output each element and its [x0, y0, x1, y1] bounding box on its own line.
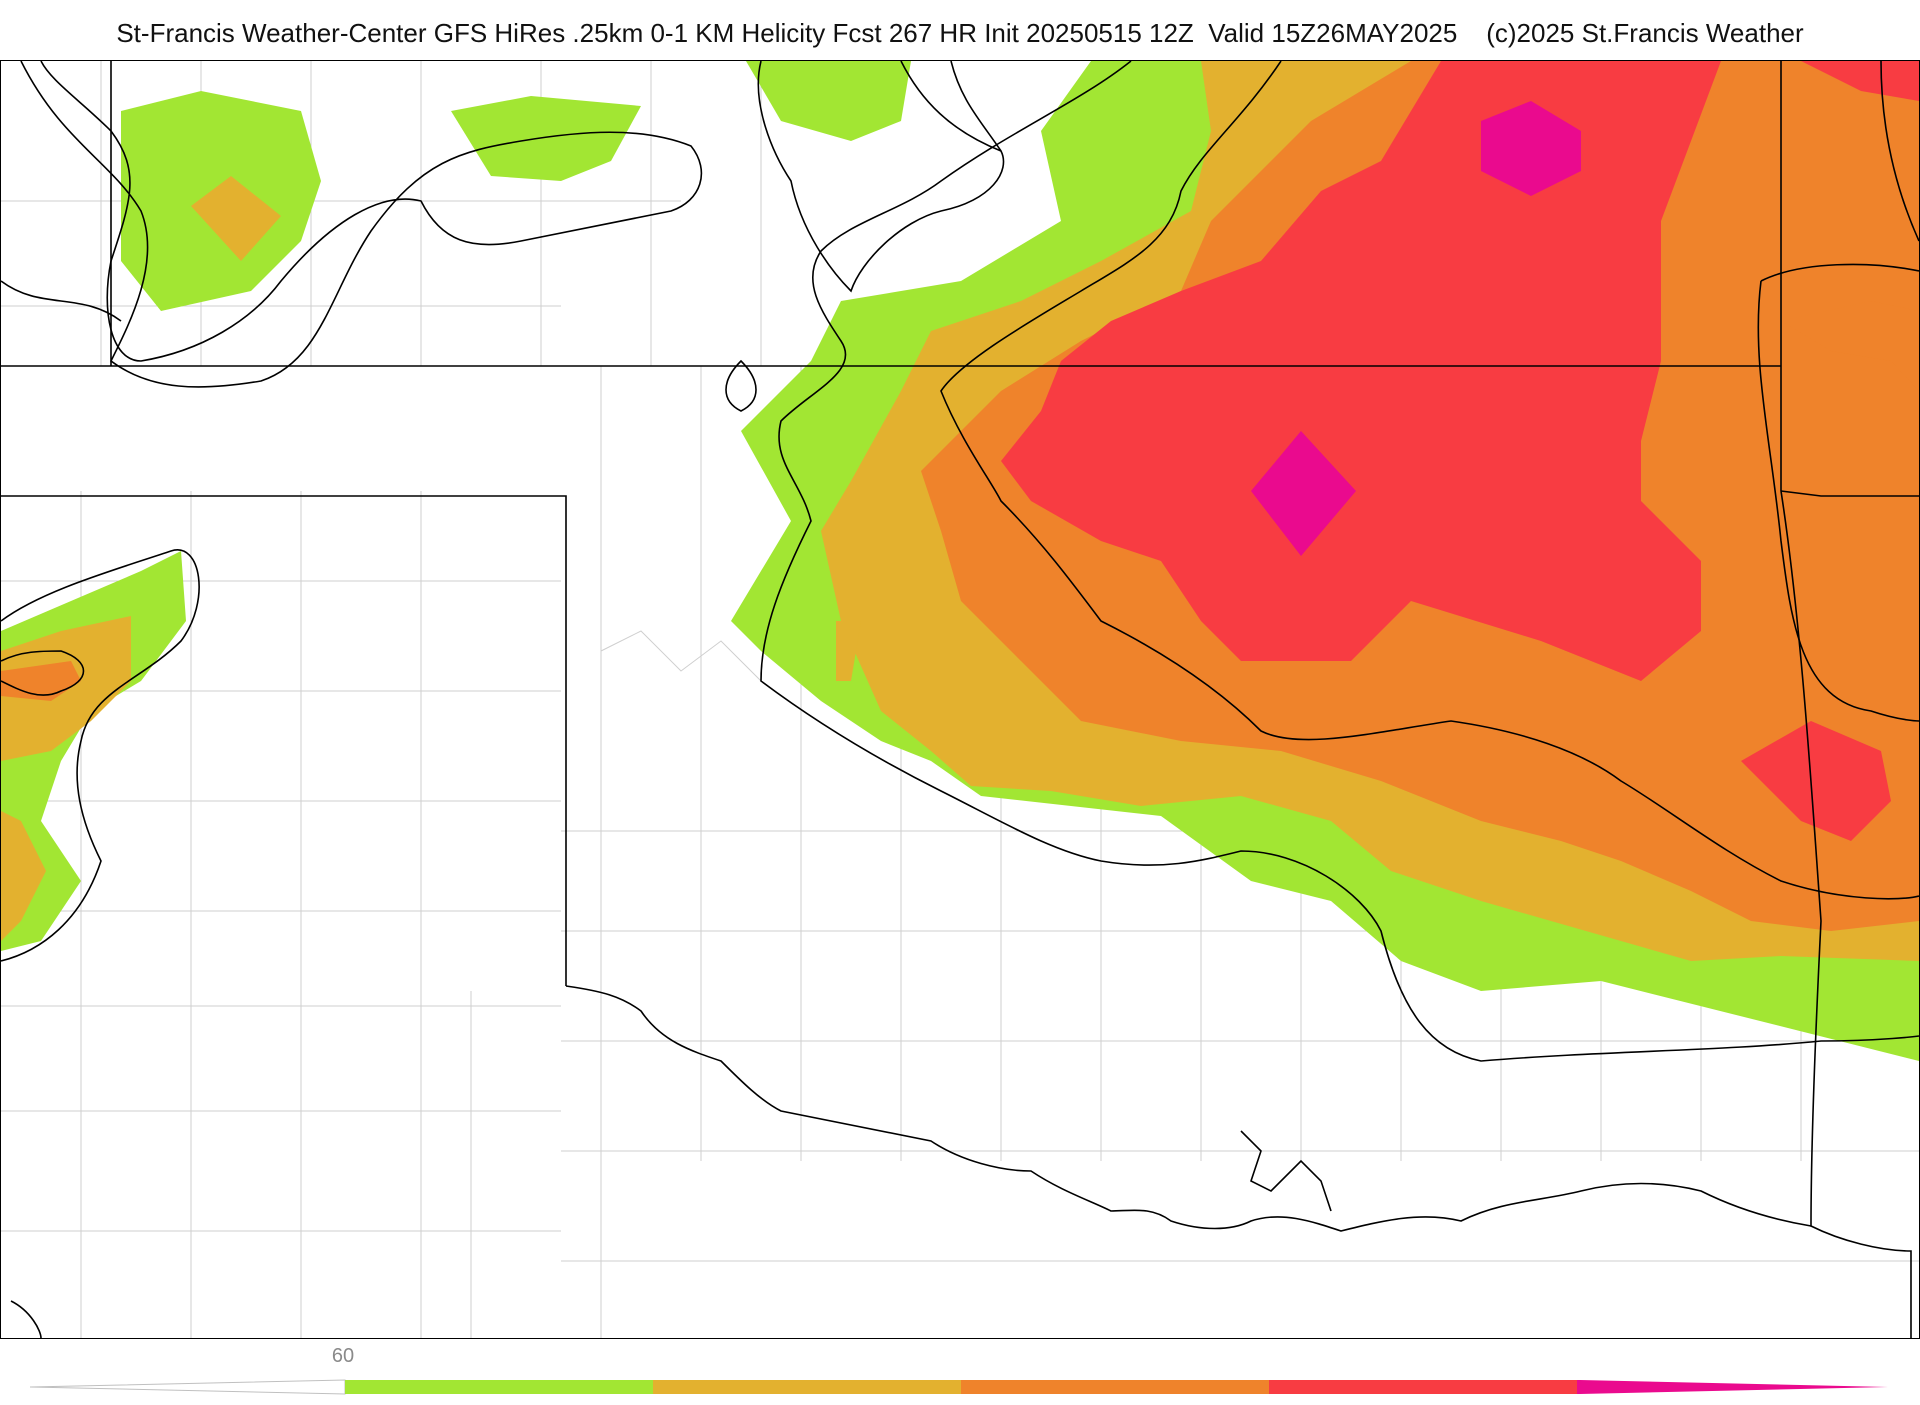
legend-band-magenta [1577, 1380, 1888, 1394]
color-legend: 60 [0, 1337, 1920, 1400]
state-boundaries [1, 61, 1919, 1338]
map-title: St-Francis Weather-Center GFS HiRes .25k… [116, 18, 1804, 48]
helicity-magenta [1251, 101, 1581, 556]
legend-lower-triangle [29, 1379, 346, 1395]
legend-band-green [345, 1380, 653, 1394]
legend-tick-label: 60 [331, 1345, 355, 1367]
map-canvas[interactable] [1, 61, 1919, 1338]
helicity-red [1001, 61, 1919, 841]
legend-band-gold [653, 1380, 961, 1394]
map-frame [0, 60, 1920, 1339]
legend-band-red [1269, 1380, 1577, 1394]
legend-bar [29, 1379, 1888, 1395]
legend-band-orange [961, 1380, 1269, 1394]
